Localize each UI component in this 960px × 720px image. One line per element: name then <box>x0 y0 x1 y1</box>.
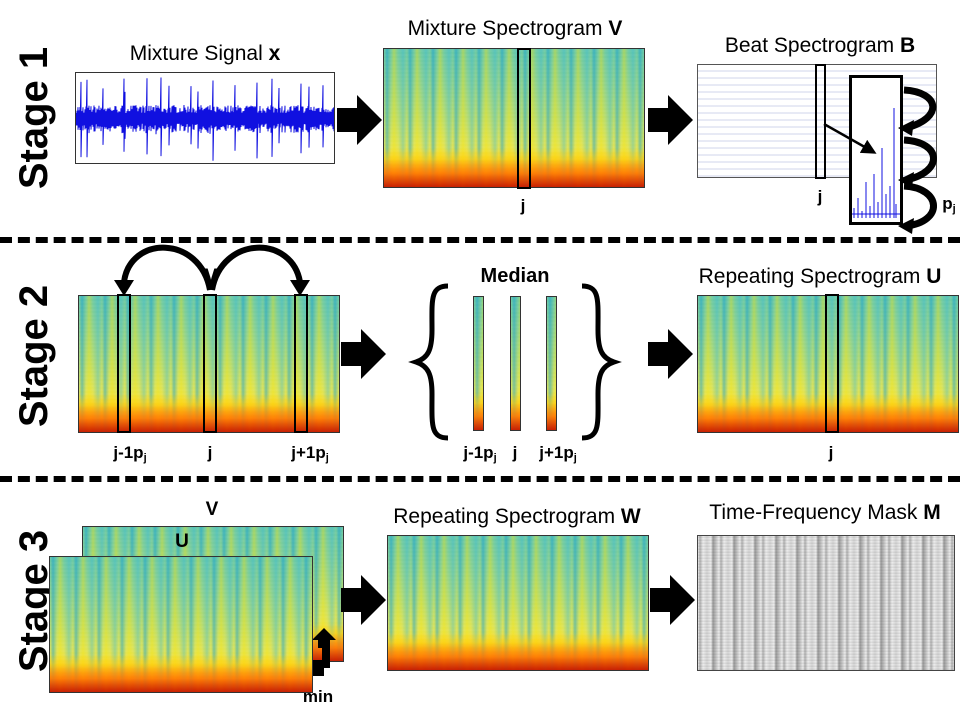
repeating-spectrogram-w <box>387 535 649 671</box>
time-frequency-mask <box>697 535 955 671</box>
period-label: pj <box>942 194 956 215</box>
brace-left <box>408 283 449 441</box>
median-title: Median <box>480 265 550 287</box>
block-arrow-6 <box>650 575 695 625</box>
mixture-spectrogram-column-j <box>517 48 531 189</box>
beat-spectrogram-title: Beat Spectrogram B <box>724 34 916 57</box>
block-arrow-5 <box>341 575 386 625</box>
median-column-2 <box>510 296 521 431</box>
beat-spectrogram-column-j <box>815 64 826 179</box>
repeating-u-title: Repeating Spectrogram U <box>698 265 942 288</box>
mixture-signal-title: Mixture Signal x <box>129 42 281 65</box>
stage2-column-j-minus-p <box>117 294 131 433</box>
brace-right <box>581 283 622 441</box>
beat-spectrum-plot <box>852 108 900 218</box>
stage2-column-j <box>203 294 217 433</box>
block-arrow-4 <box>648 329 693 379</box>
median-column-3 <box>546 296 557 431</box>
beat-spectrum-zoom <box>849 75 903 225</box>
stage-separator-1 <box>0 237 960 243</box>
block-arrow-1 <box>337 95 382 145</box>
stage-1-label: Stage 1 <box>12 46 56 190</box>
stage2-col-label-j: j <box>207 443 213 462</box>
median-column-1 <box>473 296 484 431</box>
block-arrow-3 <box>341 329 386 379</box>
median-label-j: j <box>512 443 518 462</box>
repeating-w-title: Repeating Spectrogram W <box>393 505 641 528</box>
stage2-col-label-j-plus-p: j+1pj <box>291 443 329 464</box>
repeating-u-col-label: j <box>828 443 834 462</box>
mixture-signal-plot <box>75 72 335 164</box>
repeating-spectrogram-u <box>697 295 959 433</box>
beat-col-label: j <box>817 187 823 206</box>
stage-2-label: Stage 2 <box>12 284 56 428</box>
stage2-col-label-j-minus-p: j-1pj <box>113 443 147 464</box>
mixture-spectrogram <box>383 48 645 188</box>
stage-separator-2 <box>0 476 960 482</box>
stage2-column-j-plus-p <box>294 294 308 433</box>
repeating-u-column-j <box>825 294 839 433</box>
stage3-u-label: U <box>175 531 189 552</box>
mixture-col-label: j <box>520 196 526 215</box>
median-label-j-plus-p: j+1pj <box>539 443 577 464</box>
mask-title: Time-Frequency Mask M <box>709 501 941 524</box>
stage3-u-spectrogram <box>49 556 313 693</box>
block-arrow-2 <box>648 95 693 145</box>
stage3-v-label: V <box>205 499 219 520</box>
median-label-j-minus-p: j-1pj <box>463 443 497 464</box>
stage2-v-label: V <box>204 266 218 287</box>
mixture-signal-waveform <box>76 77 334 161</box>
mixture-spectrogram-title: Mixture Spectrogram V <box>407 17 623 40</box>
